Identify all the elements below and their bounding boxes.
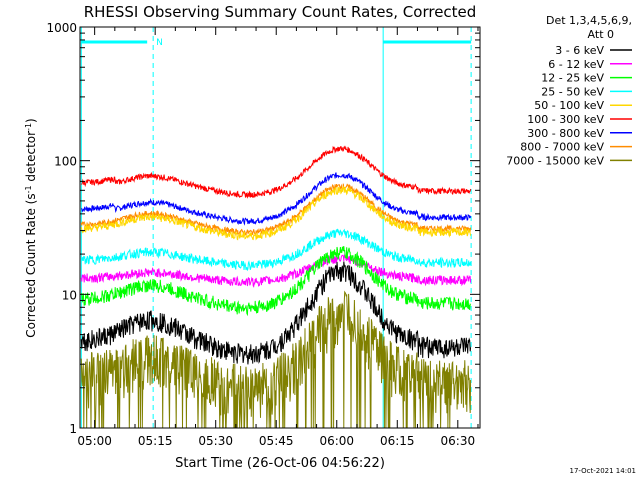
chart-title: RHESSI Observing Summary Count Rates, Co… <box>84 3 477 21</box>
series-line <box>80 290 472 429</box>
x-tick-label: 05:15 <box>138 434 173 448</box>
y-axis-label: Corrected Count Rate (s-1 detector-1) <box>24 118 39 337</box>
x-tick-label: 06:30 <box>441 434 476 448</box>
series-line <box>80 228 472 272</box>
footer-timestamp: 17-Oct-2021 14:01 <box>570 467 636 475</box>
y-label-sup-1: -1 <box>24 185 33 193</box>
legend-label: 300 - 800 keV <box>527 127 604 140</box>
y-tick-label: 100 <box>54 155 77 169</box>
y-tick-label: 1 <box>69 422 77 436</box>
y-tick-label: 1000 <box>46 21 77 35</box>
legend-label: 7000 - 15000 keV <box>506 154 604 167</box>
x-tick-label: 06:15 <box>380 434 415 448</box>
legend-label: 3 - 6 keV <box>555 44 604 57</box>
series-line <box>80 186 472 241</box>
legend-label: 6 - 12 keV <box>548 58 604 71</box>
legend-label: 12 - 25 keV <box>541 72 604 85</box>
legend-header-attenuator: Att 0 <box>588 28 614 41</box>
x-tick-label: 06:00 <box>319 434 354 448</box>
y-label-part-1: Corrected Count Rate (s <box>24 193 38 337</box>
y-label-part-2: detector <box>24 131 38 186</box>
series-line <box>81 246 472 317</box>
series-line <box>80 183 472 236</box>
series-line <box>81 145 472 199</box>
legend-label: 25 - 50 keV <box>541 85 604 98</box>
plot-area: N <box>80 27 472 429</box>
legend-label: 100 - 300 keV <box>527 113 604 126</box>
y-tick-label: 10 <box>62 288 77 302</box>
x-axis-label: Start Time (26-Oct-06 04:56:22) <box>175 456 385 471</box>
series-line <box>80 261 472 365</box>
axes: 05:00 05:15 05:30 05:45 06:00 06:15 06:30 1 10 10… <box>46 21 481 448</box>
x-tick-label: 05:00 <box>77 434 112 448</box>
series-line <box>80 172 472 226</box>
y-label-part-3: ) <box>24 118 38 123</box>
y-label-sup-2: -1 <box>24 123 33 131</box>
night-marker: N <box>156 38 163 48</box>
legend-label: 800 - 7000 keV <box>520 141 604 154</box>
legend-label: 50 - 100 keV <box>534 99 604 112</box>
series-line <box>80 254 472 288</box>
x-tick-label: 05:45 <box>259 434 294 448</box>
plot-frame <box>79 26 481 429</box>
legend-header-detectors: Det 1,3,4,5,6,9, <box>546 14 632 27</box>
x-tick-label: 05:30 <box>198 434 233 448</box>
